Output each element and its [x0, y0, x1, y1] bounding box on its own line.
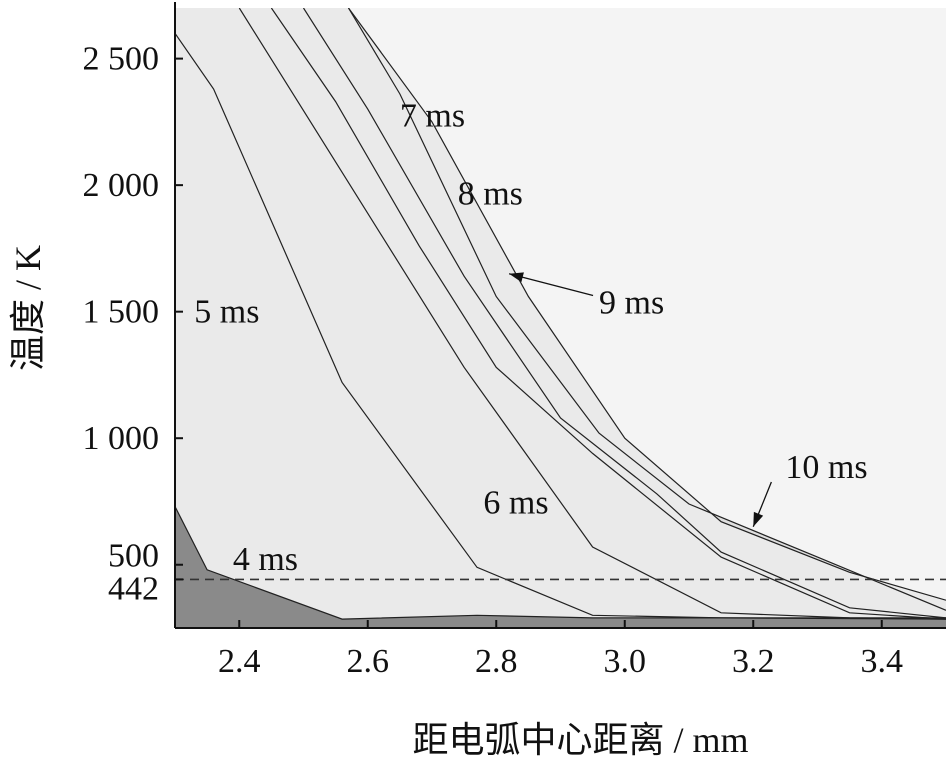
x-tick-label: 3.2	[732, 643, 775, 680]
x-ticks: 2.4 2.6 2.8 3.0 3.2 3.4	[218, 620, 903, 680]
label-leader-line	[508, 273, 594, 297]
y-tick-label: 1 500	[83, 294, 160, 331]
series-area-6	[175, 8, 946, 628]
series-label: 4 ms	[233, 541, 298, 578]
x-tick-label: 2.4	[218, 643, 261, 680]
contour-areas	[175, 8, 946, 628]
series-edge-0	[175, 506, 946, 620]
x-axis-label: 距电弧中心距离 / mm	[412, 720, 748, 760]
y-tick-label: 1 000	[83, 420, 160, 457]
series-label: 7 ms	[400, 97, 465, 134]
y-tick-label: 500	[108, 538, 159, 575]
axes	[174, 2, 946, 629]
series-edge-6	[348, 8, 946, 601]
y-tick-label: 2 500	[83, 41, 160, 78]
series-label: 6 ms	[483, 485, 548, 522]
label-arrowhead	[753, 511, 764, 527]
y-axis-label: 温度 / K	[8, 245, 48, 371]
series-label: 5 ms	[194, 293, 259, 330]
y-tick-label: 2 000	[83, 167, 160, 204]
series-label: 10 ms	[785, 449, 867, 486]
x-tick-label: 3.4	[861, 643, 904, 680]
series-label: 9 ms	[599, 285, 664, 322]
series-edge-4	[302, 8, 946, 619]
label-arrowhead	[509, 272, 524, 283]
y-tick-label: 442	[108, 570, 159, 607]
base-region	[175, 506, 946, 628]
series-label: 8 ms	[458, 176, 523, 213]
x-tick-label: 2.8	[475, 643, 518, 680]
series-edge-1	[175, 32, 946, 620]
series-edge-3	[270, 8, 946, 620]
x-tick-label: 3.0	[604, 643, 647, 680]
x-tick-label: 2.6	[347, 643, 390, 680]
series-edge-5	[347, 8, 946, 611]
series-labels: 4 ms 5 ms 6 ms 7 ms 8 ms 9 ms 10 ms	[194, 97, 867, 578]
